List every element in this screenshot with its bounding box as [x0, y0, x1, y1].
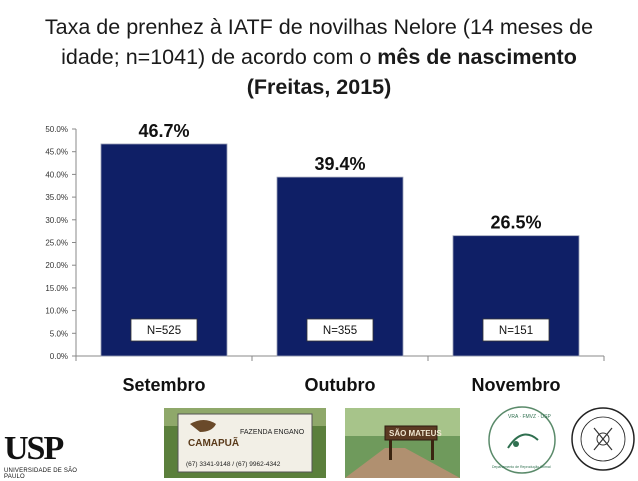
y-tick-label: 50.0%: [45, 125, 68, 134]
x-category-label: Outubro: [305, 375, 376, 395]
slide-title: Taxa de prenhez à IATF de novilhas Nelor…: [20, 12, 618, 102]
title-citation: (Freitas, 2015): [246, 75, 392, 99]
sign1-line2: FAZENDA ENGANO: [240, 429, 305, 436]
n-label-box: [306, 318, 374, 342]
seal1-subtitle: Departamento de Reprodução Animal: [492, 465, 551, 469]
sign2-text: SÃO MATEUS: [389, 429, 442, 438]
usp-logo-subtitle: UNIVERSIDADE DE SÃO PAULO: [4, 468, 78, 480]
y-tick-label: 40.0%: [45, 170, 68, 179]
y-tick-label: 10.0%: [45, 307, 68, 316]
road-sign-photo: SÃO MATEUS: [345, 408, 460, 478]
farm-sign-photo: CAMAPUÃ FAZENDA ENGANO (67) 3341-9148 / …: [164, 408, 326, 478]
title-text: Taxa de prenhez à IATF de novilhas Nelor…: [44, 15, 594, 69]
x-category-label: Novembro: [471, 375, 560, 395]
y-tick-label: 0.0%: [50, 352, 68, 361]
sign1-line3: (67) 3341-9148 / (67) 9962-4342: [186, 461, 281, 468]
vra-seal-image: VRA · FMVZ · USP Departamento de Reprodu…: [488, 406, 556, 474]
y-tick-label: 30.0%: [45, 216, 68, 225]
n-label: N=355: [323, 325, 357, 337]
sign1-line1: CAMAPUÃ: [188, 436, 239, 449]
vra-seal: VRA · FMVZ · USP Departamento de Reprodu…: [486, 404, 558, 476]
bar-value-label: 26.5%: [490, 213, 541, 233]
fmvz-seal-image: [571, 407, 635, 471]
y-tick-label: 5.0%: [50, 329, 68, 338]
n-label: N=525: [147, 325, 181, 337]
x-category-label: Setembro: [122, 375, 205, 395]
y-tick-label: 20.0%: [45, 261, 68, 270]
fmvz-seal: [570, 406, 636, 472]
farm-sign-image: CAMAPUÃ FAZENDA ENGANO (67) 3341-9148 / …: [164, 408, 326, 478]
usp-logo: USP UNIVERSIDADE DE SÃO PAULO: [4, 430, 78, 481]
y-tick-label: 25.0%: [45, 239, 68, 248]
road-sign-image: SÃO MATEUS: [345, 408, 460, 478]
n-label-box: [482, 318, 550, 342]
n-label-box: [130, 318, 198, 342]
y-tick-label: 35.0%: [45, 193, 68, 202]
usp-logo-mark: USP: [4, 430, 64, 467]
bar-value-label: 39.4%: [314, 154, 365, 174]
title-bold-text: mês de nascimento: [377, 45, 577, 69]
y-tick-label: 45.0%: [45, 148, 68, 157]
n-label: N=151: [499, 325, 533, 337]
bar-chart: 0.0% 5.0% 10.0% 15.0% 20.0% 25.0% 30.0% 35.0% 40…: [45, 121, 605, 395]
bar-value-label: 46.7%: [138, 121, 189, 141]
seal1-text: VRA · FMVZ · USP: [508, 414, 551, 420]
y-tick-label: 15.0%: [45, 284, 68, 293]
